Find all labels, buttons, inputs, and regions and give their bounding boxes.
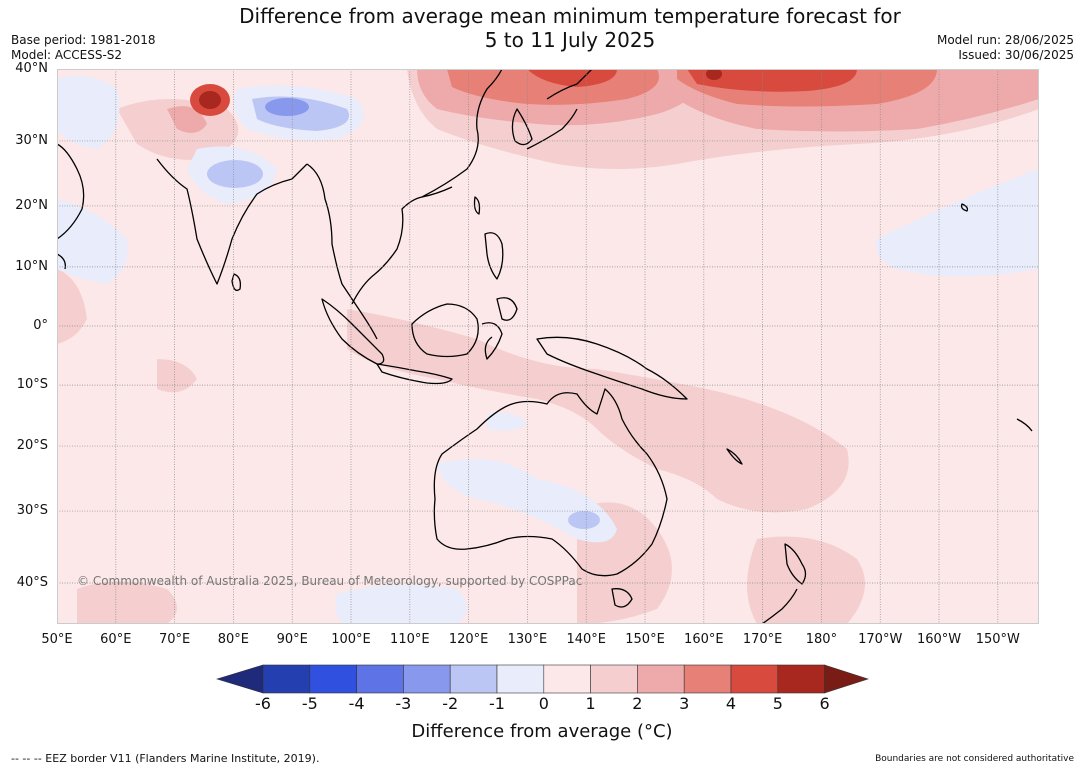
anomaly-area-southern-ocean [77, 581, 177, 624]
latitude-label: 30°N [15, 132, 48, 148]
longitude-label: 100°E [331, 632, 371, 647]
anomaly-area-new-zealand [747, 536, 865, 624]
colorbar-tick-label: 6 [819, 694, 830, 713]
anomaly-area-timor-cool [487, 412, 527, 431]
latitude-label: 10°N [15, 258, 48, 274]
model-name: Model: ACCESS-S2 [11, 48, 123, 62]
longitude-label: 120°E [448, 632, 489, 647]
colorbar [216, 664, 869, 694]
anomaly-area-tibet-core [265, 98, 309, 116]
title-line-1: Difference from average mean minimum tem… [239, 4, 901, 28]
latitude-label: 20°N [15, 197, 48, 213]
longitude-label: 90°E [276, 632, 308, 647]
anomaly-pacific-core [706, 69, 722, 80]
anomaly-area-west-indian-ocean [57, 269, 87, 344]
colorbar-segment [543, 664, 591, 694]
colorbar-tick-label: 0 [538, 694, 549, 713]
map-frame [57, 69, 1039, 624]
longitude-label: 110°E [390, 632, 430, 647]
meta-left: Base period: 1981-2018 Model: ACCESS-S2 [11, 33, 156, 63]
anomaly-area-west-asia-cool [57, 75, 120, 149]
longitude-label: 60°E [100, 632, 132, 647]
forecast-map[interactable]: © Commonwealth of Australia 2025, Bureau… [57, 69, 1039, 624]
latitude-label: 10°S [16, 377, 48, 393]
longitude-label: 150°W [975, 632, 1020, 647]
colorbar-segment [309, 664, 357, 694]
longitude-label: 50°E [41, 632, 73, 647]
anomaly-hotspot-core [199, 91, 221, 109]
colorbar-segment [637, 664, 685, 694]
colorbar-segment [590, 664, 638, 694]
colorbar-tick-label: -5 [301, 694, 318, 713]
colorbar-segment [449, 664, 498, 694]
latitude-label: 0° [33, 318, 48, 333]
copyright-notice: © Commonwealth of Australia 2025, Bureau… [77, 574, 582, 588]
boundaries-disclaimer: Boundaries are not considered authoritat… [875, 754, 1074, 764]
colorbar-segment [262, 664, 311, 694]
longitude-label: 130°E [507, 632, 548, 647]
longitude-label: 150°E [625, 632, 665, 647]
colorbar-segment [777, 664, 825, 694]
model-run: Model run: 28/06/2025 [936, 33, 1074, 47]
colorbar-tick-label: 5 [772, 694, 783, 713]
longitude-label: 160°W [916, 632, 962, 647]
anomaly-area-central-pacific-cool [876, 169, 1039, 277]
anomaly-area-southern-indian-cool [335, 585, 467, 624]
anomaly-area-hotspot-outer [167, 106, 207, 133]
grid-lines [57, 69, 1039, 624]
colorbar-tick-label: 1 [585, 694, 596, 713]
colorbar-segment [683, 664, 732, 694]
longitude-label: 170°W [858, 632, 903, 647]
issued-date: Issued: 30/06/2025 [958, 48, 1074, 62]
title-line-2: 5 to 11 July 2025 [484, 28, 656, 52]
colorbar-tick-label: 2 [632, 694, 643, 713]
colorbar-extend-high [824, 664, 869, 694]
eez-border-note: -- -- -- EEZ border V11 (Flanders Marine… [11, 752, 320, 765]
longitude-label: 80°E [217, 632, 250, 647]
map-title: Difference from average mean minimum tem… [0, 4, 1085, 52]
colorbar-segment [403, 664, 451, 694]
colorbar-tick-label: -1 [489, 694, 505, 713]
longitude-label: 160°E [684, 632, 724, 647]
latitude-label: 40°N [15, 61, 48, 76]
base-period: Base period: 1981-2018 [11, 33, 156, 47]
colorbar-tick-label: 4 [725, 694, 737, 713]
latitude-label: 20°S [16, 438, 48, 454]
latitude-label: 30°S [16, 503, 48, 519]
anomaly-area-north-pacific-hot [687, 69, 857, 92]
colorbar-tick-label: -2 [442, 694, 459, 713]
colorbar-segment [356, 664, 404, 694]
coastlines [57, 69, 1033, 624]
latitude-label: 40°S [16, 575, 48, 590]
colorbar-extend-low [216, 664, 264, 694]
longitude-label: 70°E [158, 632, 191, 647]
colorbar-title: Difference from average (°C) [411, 721, 673, 742]
colorbar-tick-label: -6 [255, 694, 271, 713]
anomaly-area-south-australia-cool [568, 511, 600, 529]
longitude-label: 170°E [742, 632, 783, 647]
longitude-label: 180° [805, 632, 838, 647]
colorbar-tick-label: -4 [348, 694, 365, 713]
colorbar-segment [496, 664, 545, 694]
colorbar-segment [730, 664, 779, 694]
anomaly-area-northeast-china [527, 69, 617, 87]
colorbar-tick-label: 3 [679, 694, 690, 713]
meta-right: Model run: 28/06/2025 Issued: 30/06/2025 [937, 33, 1074, 63]
anomaly-area-central-indian-ocean [157, 359, 197, 393]
longitude-label: 140°E [566, 632, 606, 647]
colorbar-tick-label: -3 [395, 694, 412, 713]
anomaly-area-india-cooler [207, 160, 263, 188]
